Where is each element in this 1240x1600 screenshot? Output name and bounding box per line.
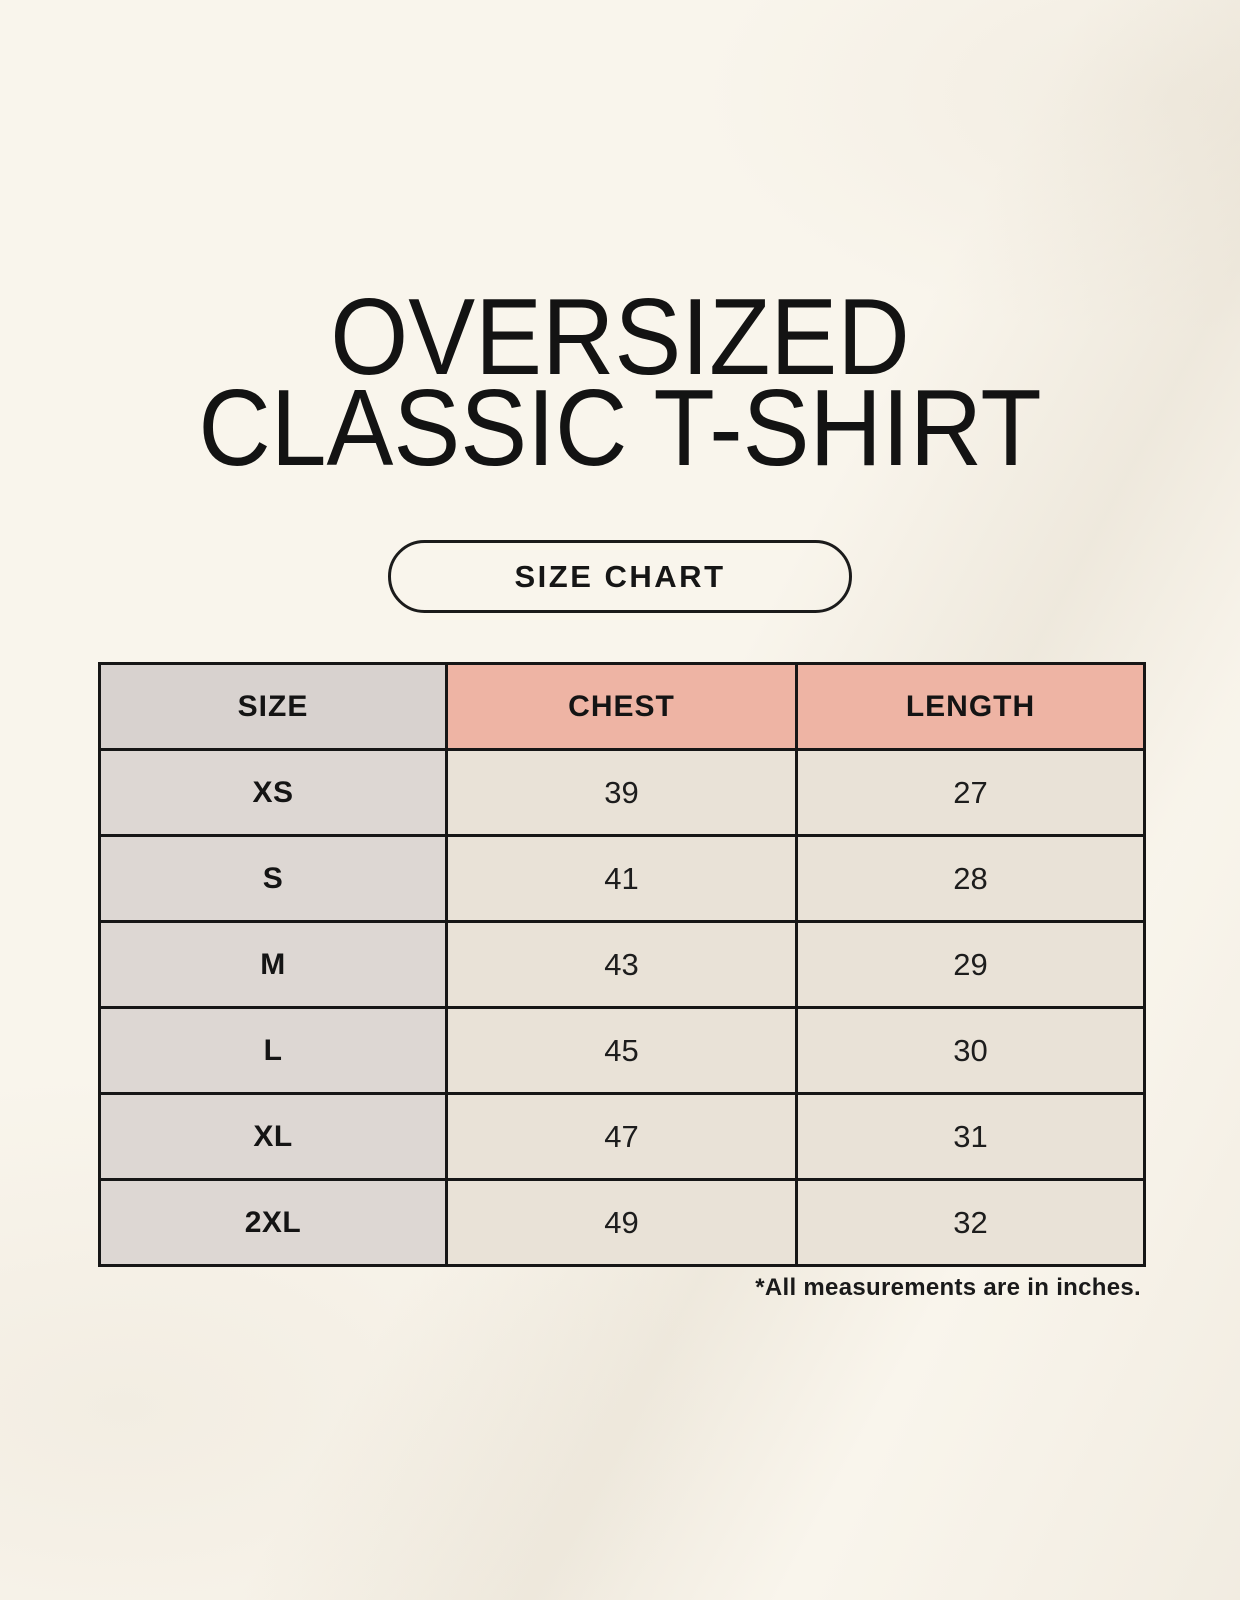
length-value: 32	[795, 1178, 1146, 1267]
column-header-length: LENGTH	[795, 662, 1146, 751]
column-header-chest: CHEST	[445, 662, 798, 751]
size-label: L	[98, 1006, 448, 1095]
chest-value: 41	[445, 834, 798, 923]
table-row: XL 47 31	[98, 1092, 1146, 1181]
size-label: XS	[98, 748, 448, 837]
size-chart-table: SIZE CHEST LENGTH XS 39 27 S 41 28 M 43 …	[98, 662, 1146, 1267]
table-row: 2XL 49 32	[98, 1178, 1146, 1267]
chest-value: 39	[445, 748, 798, 837]
size-label: 2XL	[98, 1178, 448, 1267]
chest-value: 47	[445, 1092, 798, 1181]
size-label: XL	[98, 1092, 448, 1181]
table-row: M 43 29	[98, 920, 1146, 1009]
measurements-footnote: *All measurements are in inches.	[755, 1274, 1141, 1301]
page-title: OVERSIZED CLASSIC T-SHIRT	[0, 276, 1240, 489]
table-header-row: SIZE CHEST LENGTH	[98, 662, 1146, 751]
page-title-line-2: CLASSIC T-SHIRT	[198, 367, 1042, 489]
length-value: 27	[795, 748, 1146, 837]
size-label: M	[98, 920, 448, 1009]
length-value: 31	[795, 1092, 1146, 1181]
length-value: 29	[795, 920, 1146, 1009]
size-chart-button[interactable]: SIZE CHART	[388, 540, 852, 613]
page-title-line-1: OVERSIZED	[330, 276, 910, 398]
chest-value: 45	[445, 1006, 798, 1095]
length-value: 30	[795, 1006, 1146, 1095]
length-value: 28	[795, 834, 1146, 923]
table-row: XS 39 27	[98, 748, 1146, 837]
table-row: L 45 30	[98, 1006, 1146, 1095]
chest-value: 43	[445, 920, 798, 1009]
size-label: S	[98, 834, 448, 923]
chest-value: 49	[445, 1178, 798, 1267]
column-header-size: SIZE	[98, 662, 448, 751]
table-row: S 41 28	[98, 834, 1146, 923]
